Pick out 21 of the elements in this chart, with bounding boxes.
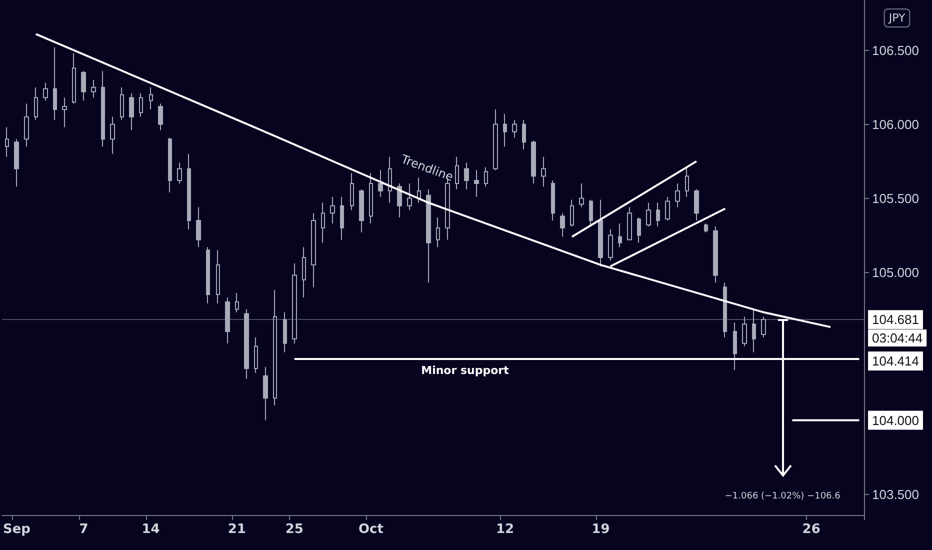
x-tick-label: 19 xyxy=(592,522,610,537)
x-tick-label: 21 xyxy=(228,522,246,537)
x-tick-label: Oct xyxy=(358,522,384,537)
x-tick-label: 7 xyxy=(79,522,88,537)
text: JPY xyxy=(888,12,906,24)
annotation: Minor support xyxy=(421,364,509,378)
ref-line-label: 104.681 xyxy=(872,312,919,328)
y-tick-label: 103.500 xyxy=(872,486,919,502)
text: 104.000 xyxy=(872,412,919,428)
x-tick-label: 12 xyxy=(496,522,514,537)
x-tick-label: 14 xyxy=(142,522,160,537)
y-tick-label: 105.000 xyxy=(872,264,919,280)
text: 03:04:44 xyxy=(872,330,923,346)
y-tick-label: 105.500 xyxy=(872,190,919,206)
x-tick-label: 26 xyxy=(802,522,820,537)
text: 104.414 xyxy=(872,354,919,369)
annotation: −1.066 (−1.02%) −106.6 xyxy=(724,492,841,502)
x-tick-label: Sep xyxy=(2,522,30,537)
y-tick-label: 106.500 xyxy=(872,42,919,58)
x-tick-label: 25 xyxy=(285,522,304,537)
y-tick-label: 106.000 xyxy=(872,116,919,132)
